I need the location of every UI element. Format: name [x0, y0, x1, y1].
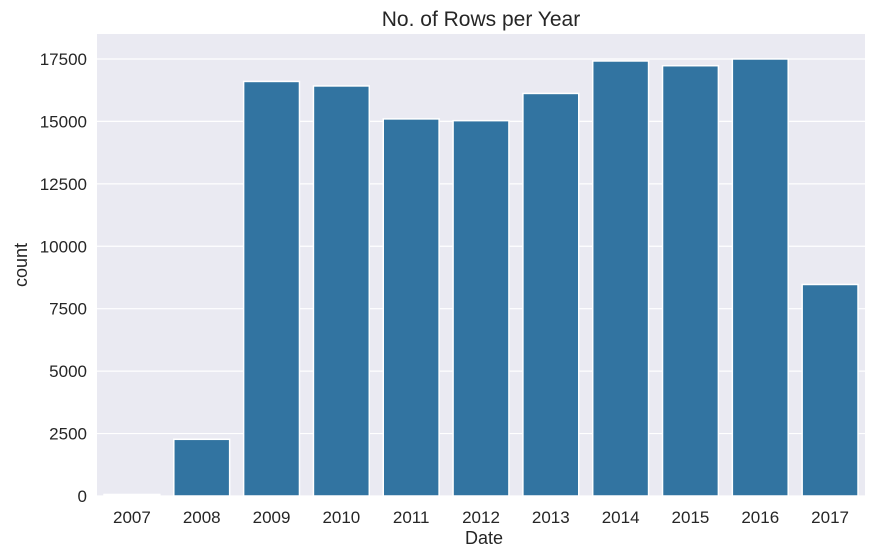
bar-2012	[452, 119, 510, 497]
y-tick-label: 0	[78, 487, 87, 506]
x-tick-label: 2017	[811, 508, 849, 527]
bar-2015	[661, 64, 720, 497]
y-tick-label: 12500	[40, 175, 87, 194]
chart-title: No. of Rows per Year	[382, 8, 580, 31]
x-tick-label: 2014	[602, 508, 640, 527]
y-tick-label: 17500	[40, 50, 87, 69]
x-tick-label: 2010	[322, 508, 360, 527]
x-tick-label: 2008	[183, 508, 221, 527]
bar-2008	[173, 438, 231, 497]
bars	[103, 58, 859, 497]
y-tick-label: 10000	[40, 237, 87, 256]
y-tick-labels: 0 2500 5000 7500 10000 12500 15000 17500	[40, 50, 87, 506]
x-tick-label: 2009	[253, 508, 291, 527]
x-tick-label: 2013	[532, 508, 570, 527]
bar-2009	[242, 80, 301, 497]
x-tick-label: 2011	[393, 508, 430, 527]
y-tick-label: 15000	[40, 112, 87, 131]
y-tick-label: 2500	[49, 425, 87, 444]
x-tick-label: 2015	[672, 508, 710, 527]
bar-2007	[103, 493, 161, 497]
y-tick-label: 5000	[49, 362, 87, 381]
x-tick-label: 2016	[741, 508, 779, 527]
bar-2014	[591, 60, 650, 497]
bar-2016	[731, 58, 789, 497]
x-axis-label: Date	[465, 528, 503, 548]
y-axis-label: count	[11, 243, 31, 287]
bar-2010	[312, 85, 371, 497]
x-tick-label: 2007	[113, 508, 151, 527]
bar-2017	[801, 283, 859, 497]
bar-2011	[382, 118, 440, 497]
y-tick-label: 7500	[49, 300, 87, 319]
x-tick-label: 2012	[462, 508, 500, 527]
bar-2013	[522, 92, 580, 497]
x-tick-labels: 2007 2008 2009 2010 2011 2012 2013 2014 2015 2016…	[113, 508, 849, 527]
